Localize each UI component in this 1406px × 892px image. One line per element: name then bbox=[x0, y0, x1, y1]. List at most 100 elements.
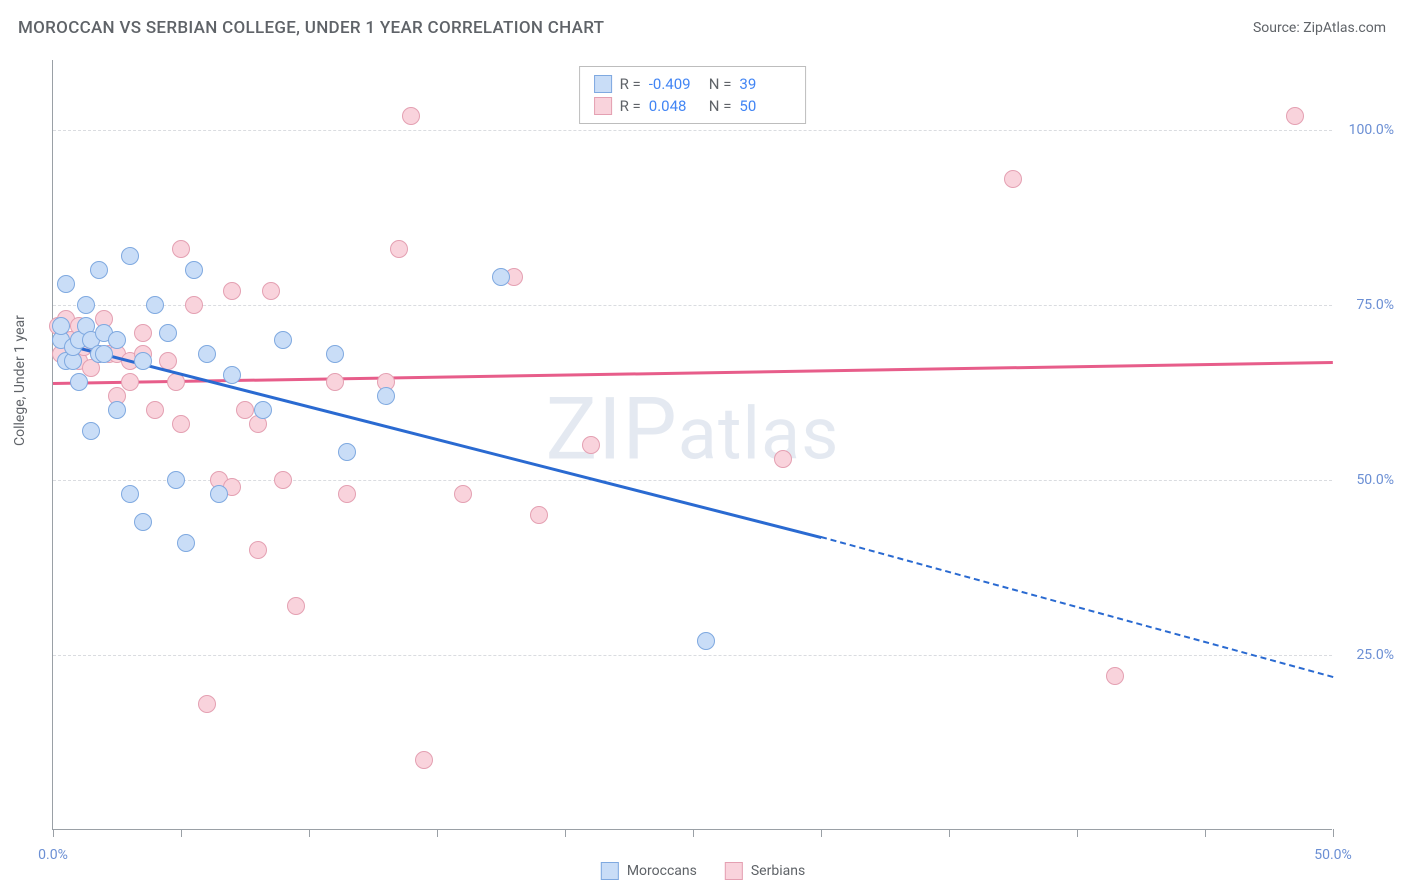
data-point-serbians bbox=[274, 471, 292, 489]
legend-item-serbians: Serbians bbox=[725, 862, 805, 880]
x-tick bbox=[693, 829, 694, 837]
swatch-serbians bbox=[594, 97, 612, 115]
x-tick-label: 50.0% bbox=[1314, 847, 1352, 863]
legend-stats: R = -0.409 N = 39 R = 0.048 N = 50 bbox=[579, 66, 807, 124]
x-tick bbox=[181, 829, 182, 837]
data-point-serbians bbox=[287, 597, 305, 615]
data-point-serbians bbox=[223, 282, 241, 300]
legend-item-moroccans: Moroccans bbox=[601, 862, 697, 880]
data-point-serbians bbox=[326, 373, 344, 391]
legend-row-serbians: R = 0.048 N = 50 bbox=[594, 95, 792, 117]
data-point-moroccans bbox=[121, 485, 139, 503]
y-axis-label: College, Under 1 year bbox=[12, 315, 28, 446]
data-point-serbians bbox=[146, 401, 164, 419]
y-tick-label: 75.0% bbox=[1356, 297, 1394, 313]
data-point-serbians bbox=[249, 541, 267, 559]
data-point-serbians bbox=[121, 373, 139, 391]
source-label: Source: ZipAtlas.com bbox=[1253, 20, 1386, 36]
series-label-serbians: Serbians bbox=[751, 863, 805, 879]
r-label: R = bbox=[620, 97, 641, 115]
data-point-moroccans bbox=[134, 352, 152, 370]
data-point-serbians bbox=[454, 485, 472, 503]
watermark: ZIPatlas bbox=[546, 379, 840, 480]
n-label: N = bbox=[709, 75, 732, 93]
x-tick bbox=[1205, 829, 1206, 837]
series-label-moroccans: Moroccans bbox=[627, 863, 697, 879]
x-tick bbox=[949, 829, 950, 837]
data-point-moroccans bbox=[90, 261, 108, 279]
data-point-serbians bbox=[774, 450, 792, 468]
data-point-serbians bbox=[185, 296, 203, 314]
data-point-moroccans bbox=[82, 422, 100, 440]
x-tick bbox=[53, 829, 54, 837]
data-point-moroccans bbox=[108, 331, 126, 349]
data-point-moroccans bbox=[57, 275, 75, 293]
data-point-serbians bbox=[1286, 107, 1304, 125]
n-label: N = bbox=[709, 97, 732, 115]
x-tick bbox=[309, 829, 310, 837]
data-point-moroccans bbox=[326, 345, 344, 363]
data-point-serbians bbox=[390, 240, 408, 258]
gridline bbox=[53, 480, 1332, 481]
data-point-moroccans bbox=[52, 317, 70, 335]
data-point-moroccans bbox=[146, 296, 164, 314]
data-point-moroccans bbox=[198, 345, 216, 363]
data-point-moroccans bbox=[134, 513, 152, 531]
data-point-moroccans bbox=[492, 268, 510, 286]
gridline bbox=[53, 305, 1332, 306]
data-point-moroccans bbox=[177, 534, 195, 552]
data-point-moroccans bbox=[95, 345, 113, 363]
data-point-moroccans bbox=[254, 401, 272, 419]
n-value-serbians: 50 bbox=[739, 97, 791, 115]
data-point-moroccans bbox=[70, 373, 88, 391]
legend-row-moroccans: R = -0.409 N = 39 bbox=[594, 73, 792, 95]
data-point-moroccans bbox=[338, 443, 356, 461]
data-point-serbians bbox=[1004, 170, 1022, 188]
data-point-serbians bbox=[134, 324, 152, 342]
data-point-moroccans bbox=[121, 247, 139, 265]
data-point-moroccans bbox=[185, 261, 203, 279]
x-tick-label: 0.0% bbox=[38, 847, 68, 863]
data-point-serbians bbox=[262, 282, 280, 300]
x-tick bbox=[821, 829, 822, 837]
data-point-moroccans bbox=[167, 471, 185, 489]
n-value-moroccans: 39 bbox=[739, 75, 791, 93]
legend-series: Moroccans Serbians bbox=[601, 862, 805, 880]
data-point-moroccans bbox=[77, 296, 95, 314]
y-tick-label: 100.0% bbox=[1349, 122, 1394, 138]
plot-area: ZIPatlas R = -0.409 N = 39 R = 0.048 N =… bbox=[52, 60, 1332, 830]
data-point-serbians bbox=[198, 695, 216, 713]
swatch-serbians bbox=[725, 862, 743, 880]
x-tick bbox=[1077, 829, 1078, 837]
y-tick-label: 50.0% bbox=[1356, 472, 1394, 488]
gridline bbox=[53, 130, 1332, 131]
data-point-serbians bbox=[172, 415, 190, 433]
r-value-moroccans: -0.409 bbox=[649, 75, 701, 93]
trendline-moroccans-extrapolated bbox=[821, 536, 1334, 678]
data-point-moroccans bbox=[697, 632, 715, 650]
x-tick bbox=[565, 829, 566, 837]
data-point-moroccans bbox=[377, 387, 395, 405]
swatch-moroccans bbox=[594, 75, 612, 93]
data-point-serbians bbox=[582, 436, 600, 454]
r-value-serbians: 0.048 bbox=[649, 97, 701, 115]
x-tick bbox=[437, 829, 438, 837]
data-point-serbians bbox=[172, 240, 190, 258]
r-label: R = bbox=[620, 75, 641, 93]
y-tick-label: 25.0% bbox=[1356, 647, 1394, 663]
data-point-serbians bbox=[402, 107, 420, 125]
data-point-serbians bbox=[530, 506, 548, 524]
correlation-chart: MOROCCAN VS SERBIAN COLLEGE, UNDER 1 YEA… bbox=[0, 0, 1406, 892]
data-point-moroccans bbox=[108, 401, 126, 419]
trendline-moroccans bbox=[53, 340, 822, 538]
data-point-serbians bbox=[1106, 667, 1124, 685]
gridline bbox=[53, 655, 1332, 656]
data-point-moroccans bbox=[274, 331, 292, 349]
data-point-moroccans bbox=[223, 366, 241, 384]
chart-title: MOROCCAN VS SERBIAN COLLEGE, UNDER 1 YEA… bbox=[18, 18, 604, 38]
trendline-serbians bbox=[53, 361, 1333, 384]
data-point-serbians bbox=[415, 751, 433, 769]
x-tick bbox=[1333, 829, 1334, 837]
data-point-serbians bbox=[338, 485, 356, 503]
swatch-moroccans bbox=[601, 862, 619, 880]
